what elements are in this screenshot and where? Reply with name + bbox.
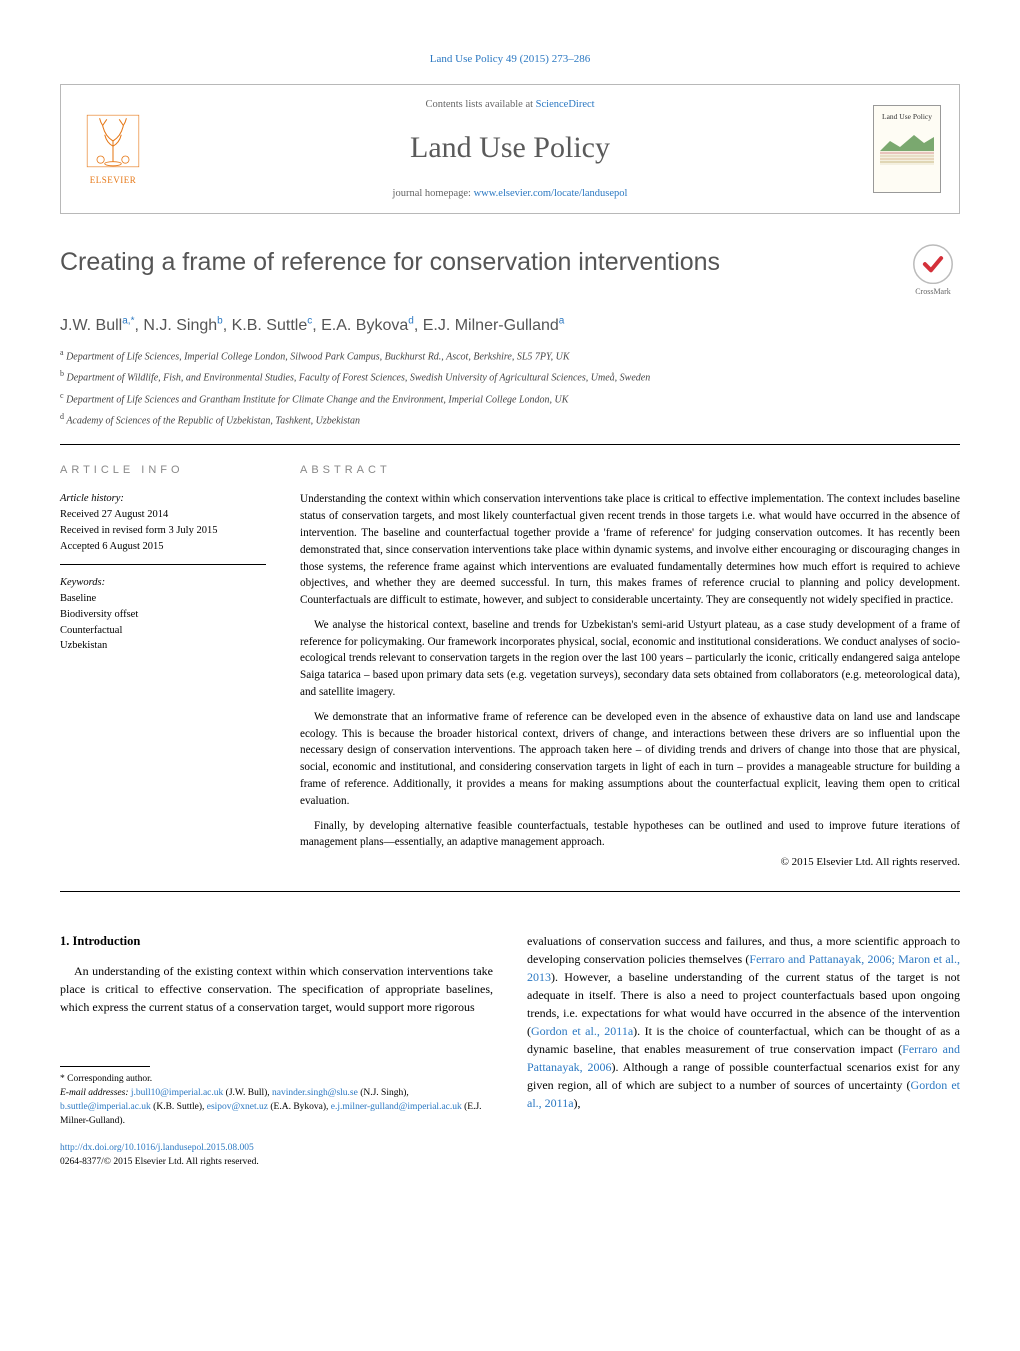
affiliation-b: b Department of Wildlife, Fish, and Envi… [60, 368, 960, 385]
crossmark-icon [912, 244, 954, 284]
corresponding-author-note: * Corresponding author. [60, 1073, 493, 1087]
crossmark-badge[interactable]: CrossMark [906, 244, 960, 298]
journal-cover-thumbnail: Land Use Policy [873, 105, 941, 193]
homepage-link[interactable]: www.elsevier.com/locate/landusepol [474, 188, 628, 199]
elsevier-tree-icon [82, 110, 144, 172]
affiliation-c: c Department of Life Sciences and Granth… [60, 390, 960, 407]
article-info-column: ARTICLE INFO Article history: Received 2… [60, 463, 266, 871]
affiliation-d: d Academy of Sciences of the Republic of… [60, 411, 960, 428]
history-line: Accepted 6 August 2015 [60, 539, 266, 555]
contents-prefix: Contents lists available at [425, 99, 535, 110]
intro-paragraph-right: evaluations of conservation success and … [527, 932, 960, 1112]
article-title: Creating a frame of reference for conser… [60, 244, 886, 280]
affiliations: a Department of Life Sciences, Imperial … [60, 347, 960, 428]
article-history-block: Article history: Received 27 August 2014… [60, 491, 266, 565]
email-link[interactable]: b.suttle@imperial.ac.uk [60, 1102, 151, 1112]
abstract-paragraph: Understanding the context within which c… [300, 491, 960, 609]
keyword: Uzbekistan [60, 638, 266, 654]
homepage-prefix: journal homepage: [393, 188, 474, 199]
section-number: 1. [60, 934, 69, 948]
email-addresses-note: E-mail addresses: j.bull10@imperial.ac.u… [60, 1087, 493, 1128]
section-title: Introduction [73, 934, 141, 948]
elsevier-logo: ELSEVIER [79, 109, 147, 189]
issn-line: 0264-8377/© 2015 Elsevier Ltd. All right… [60, 1157, 259, 1167]
cover-title: Land Use Policy [882, 112, 932, 123]
citation-link[interactable]: Gordon et al., 2011a [527, 1078, 960, 1110]
keyword: Biodiversity offset [60, 607, 266, 623]
header-center: Contents lists available at ScienceDirec… [147, 97, 873, 201]
abstract-copyright: © 2015 Elsevier Ltd. All rights reserved… [300, 855, 960, 871]
email-link[interactable]: navinder.singh@slu.se [272, 1088, 358, 1098]
abstract-head: ABSTRACT [300, 463, 960, 479]
abstract-column: ABSTRACT Understanding the context withi… [300, 463, 960, 871]
header-citation: Land Use Policy 49 (2015) 273–286 [60, 52, 960, 68]
body-columns: 1. Introduction An understanding of the … [60, 932, 960, 1170]
email-link[interactable]: e.j.milner-gulland@imperial.ac.uk [331, 1102, 462, 1112]
abstract-paragraph: We analyse the historical context, basel… [300, 617, 960, 701]
intro-paragraph-left: An understanding of the existing context… [60, 962, 493, 1016]
crossmark-label: CrossMark [915, 286, 951, 298]
sciencedirect-link[interactable]: ScienceDirect [536, 99, 595, 110]
keyword: Counterfactual [60, 623, 266, 639]
journal-name: Land Use Policy [147, 126, 873, 170]
doi-link[interactable]: http://dx.doi.org/10.1016/j.landusepol.2… [60, 1143, 254, 1153]
keywords-block: Keywords: BaselineBiodiversity offsetCou… [60, 575, 266, 664]
history-line: Received 27 August 2014 [60, 507, 266, 523]
history-line: Received in revised form 3 July 2015 [60, 523, 266, 539]
abstract-paragraph: We demonstrate that an informative frame… [300, 709, 960, 810]
email-link[interactable]: j.bull10@imperial.ac.uk [131, 1088, 223, 1098]
article-info-head: ARTICLE INFO [60, 463, 266, 479]
left-column: 1. Introduction An understanding of the … [60, 932, 493, 1170]
elsevier-text: ELSEVIER [90, 174, 137, 187]
affiliation-a: a Department of Life Sciences, Imperial … [60, 347, 960, 364]
abstract-paragraph: Finally, by developing alternative feasi… [300, 818, 960, 852]
section-1-heading: 1. Introduction [60, 932, 493, 950]
right-column: evaluations of conservation success and … [527, 932, 960, 1170]
cover-art-icon [880, 127, 934, 165]
history-label: Article history: [60, 491, 266, 507]
email-link[interactable]: esipov@xnet.uz [207, 1102, 268, 1112]
citation-link[interactable]: Ferraro and Pattanayak, 2006; Maron et a… [527, 952, 960, 984]
doi-block: http://dx.doi.org/10.1016/j.landusepol.2… [60, 1142, 493, 1170]
citation-link[interactable]: Ferraro and Pattanayak, 2006 [527, 1042, 960, 1074]
authors-line: J.W. Bulla,*, N.J. Singhb, K.B. Suttlec,… [60, 314, 960, 337]
contents-line: Contents lists available at ScienceDirec… [147, 97, 873, 112]
footnote-separator [60, 1066, 150, 1067]
citation-link[interactable]: Gordon et al., 2011a [531, 1024, 633, 1038]
keywords-label: Keywords: [60, 575, 266, 591]
keyword: Baseline [60, 591, 266, 607]
journal-header-box: ELSEVIER Contents lists available at Sci… [60, 84, 960, 214]
homepage-line: journal homepage: www.elsevier.com/locat… [147, 186, 873, 201]
